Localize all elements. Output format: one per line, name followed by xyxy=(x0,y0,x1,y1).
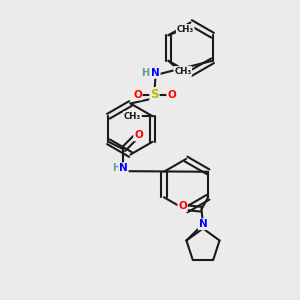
Text: H: H xyxy=(112,163,120,173)
Text: CH₃: CH₃ xyxy=(124,112,141,121)
Text: CH₃: CH₃ xyxy=(174,67,191,76)
Text: N: N xyxy=(199,219,207,229)
Text: CH₃: CH₃ xyxy=(177,25,194,34)
Text: S: S xyxy=(150,88,159,101)
Text: O: O xyxy=(167,89,176,100)
Text: N: N xyxy=(151,68,160,78)
Text: N: N xyxy=(119,163,128,173)
Text: O: O xyxy=(133,89,142,100)
Text: H: H xyxy=(141,68,150,78)
Text: O: O xyxy=(178,201,187,211)
Text: O: O xyxy=(134,130,143,140)
